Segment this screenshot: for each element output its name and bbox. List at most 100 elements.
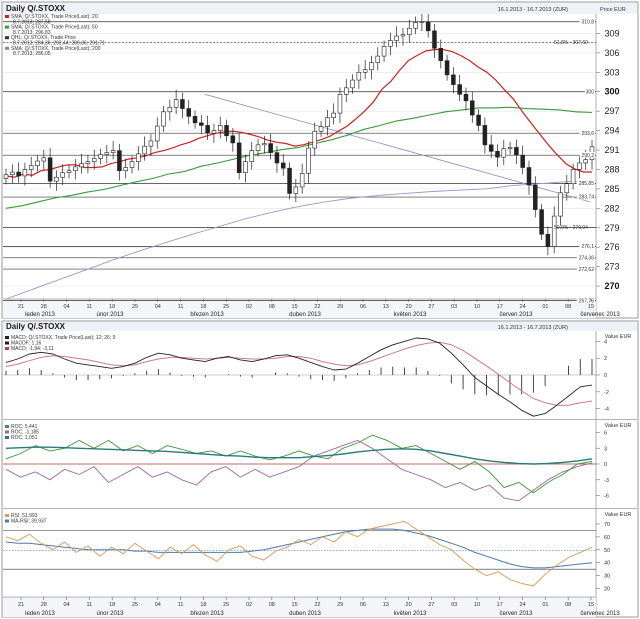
candle-body [186, 108, 191, 117]
x-tick-label: 20 [406, 602, 412, 608]
candle-body [514, 147, 519, 156]
main-y-ticks: 309 306 303 300 297 294 291 288 285 282 279 276 273 2… [596, 28, 620, 291]
month-label: duben 2013 [289, 611, 321, 617]
macd-line [5, 337, 593, 417]
legend-entry: ROC; 1,051 [11, 435, 38, 441]
main-y-tick-label: 288 [604, 164, 619, 174]
indicator-header-bar [3, 322, 637, 331]
legend-swatch [5, 341, 9, 345]
candle-body [369, 62, 374, 71]
y-tick-label: 0 [604, 373, 607, 379]
month-label: červen 2013 [499, 312, 533, 318]
candle-body [104, 152, 110, 155]
candle-body [312, 130, 318, 149]
x-tick-label: 15 [292, 602, 298, 608]
legend-entry: SMA; Q/.STOXX, Trade Price(Last); 20 [11, 14, 98, 20]
price-level-label: 300 [586, 89, 595, 95]
month-label: leden 2013 [25, 611, 55, 617]
candle-body [91, 158, 97, 162]
indicator-chart-title: Daily Q/.STOXX [6, 322, 66, 331]
candle-body [337, 94, 343, 114]
main-level-labels: 310,8 61,8% - 307,60 300 293,6 290,2 285,85 28… [554, 18, 595, 304]
x-tick-label: 04 [64, 602, 70, 608]
legend-entry: ROC; 5,441 [11, 424, 38, 430]
price-level-label: 276,1 [581, 244, 594, 250]
candle-body [558, 192, 563, 217]
x-tick-label: 03 [451, 304, 457, 310]
month-label: březen 2013 [190, 611, 224, 617]
x-tick-label: 10 [474, 304, 480, 310]
price-level-label-bg [576, 193, 595, 200]
x-tick-label: 01 [542, 602, 548, 608]
y-tick-label: -4 [604, 407, 609, 413]
price-level-label: 293,6 [581, 131, 594, 137]
candle-body [243, 161, 248, 173]
x-tick-label: 10 [474, 602, 480, 608]
candle-body [85, 161, 91, 164]
candle-body [123, 167, 128, 172]
candle-body [388, 40, 393, 47]
legend-swatch [5, 347, 9, 350]
x-tick-label: 06 [360, 602, 366, 608]
candle-body [583, 159, 588, 164]
month-label: červen 2013 [499, 611, 533, 617]
candle-body [482, 125, 488, 146]
candle-body [47, 157, 53, 182]
x-tick-label: 25 [132, 602, 138, 608]
roc-purple-line [5, 439, 593, 502]
candle-body [438, 48, 444, 61]
price-level-label: 274,36 [579, 256, 595, 262]
legend-swatch [5, 519, 9, 523]
legend-swatch [5, 430, 9, 434]
legend-swatch [5, 336, 9, 339]
x-tick-label: 13 [383, 602, 389, 608]
candle-body [16, 171, 21, 177]
main-series [5, 48, 593, 299]
candle-body [293, 186, 299, 194]
x-tick-label: 18 [109, 304, 115, 310]
legend-swatch [5, 15, 9, 18]
main-y-tick-label: 285 [604, 184, 619, 194]
main-y-tick-label: 270 [604, 281, 619, 291]
x-tick-label: 22 [314, 602, 320, 608]
price-level-label: 267,75 [579, 298, 595, 304]
legend-entry: MACD; -1,94; -3,11 [11, 346, 54, 352]
main-y-tick-label: 294 [604, 126, 619, 136]
main-y-tick-label: 276 [604, 242, 619, 252]
price-level-label: 285,85 [579, 181, 595, 187]
candle-body [520, 154, 525, 168]
candle-body [425, 21, 431, 32]
x-tick-label: 02 [246, 602, 252, 608]
candle-body [249, 150, 254, 162]
candle-body [444, 60, 450, 76]
candle-body [299, 173, 305, 188]
main-legend: SMA; Q/.STOXX, Trade Price(Last); 208.7.… [5, 14, 105, 57]
candle-body [154, 125, 160, 142]
x-tick-label: 27 [428, 602, 434, 608]
candle-body [117, 150, 122, 172]
candle-body [205, 125, 210, 134]
main-y-tick-label: 273 [604, 262, 619, 272]
candle-body [73, 166, 78, 172]
candle-body [470, 100, 475, 116]
x-tick-label: 08 [269, 304, 275, 310]
candle-body [350, 79, 355, 89]
candle-body [98, 154, 103, 159]
candle-body [413, 22, 418, 29]
month-label: únor 2013 [96, 611, 124, 617]
legend-swatch [5, 425, 9, 428]
candle-body [545, 233, 551, 247]
y-tick-label: 3 [604, 446, 607, 452]
candle-body [66, 170, 72, 173]
main-chart-title: Daily Q/.STOXX [6, 4, 66, 13]
x-tick-label: 29 [337, 602, 343, 608]
candle-body [199, 122, 204, 126]
price-level-label-bg [576, 265, 595, 272]
fib-level-label: 50,0% - 279,04 [554, 225, 588, 231]
y-tick-label: 70 [604, 522, 610, 528]
candle-body [375, 55, 381, 63]
y-tick-label: 60 [604, 535, 610, 541]
x-tick-label: 20 [406, 304, 412, 310]
main-xaxis-band [3, 299, 596, 318]
